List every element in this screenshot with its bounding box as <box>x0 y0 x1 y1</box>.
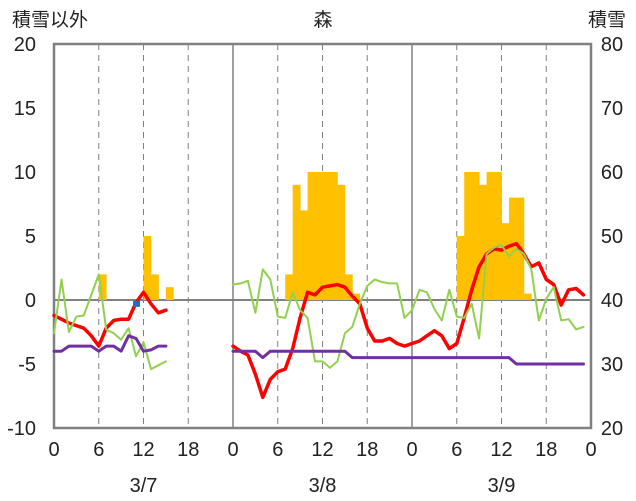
snow-depth-like-line-1 <box>52 334 168 353</box>
x-tick-label: 0 <box>227 439 238 461</box>
x-tick-label: 18 <box>535 439 557 461</box>
right-tick-label: 40 <box>601 290 623 312</box>
precip-bar <box>523 293 532 300</box>
precip-bars-layer <box>98 172 532 300</box>
humidity-like-line-2 <box>232 244 585 369</box>
precip-bar <box>98 274 107 300</box>
precip-bar <box>501 223 510 300</box>
precip-bar <box>322 172 331 300</box>
left-tick-label: 15 <box>14 98 36 120</box>
precip-bar <box>464 172 473 300</box>
date-label: 3/9 <box>488 475 516 497</box>
precip-bar <box>150 274 159 300</box>
x-tick-label: 0 <box>406 439 417 461</box>
snow-depth-like-line-2 <box>231 349 585 366</box>
date-label: 3/7 <box>130 475 158 497</box>
x-tick-label: 18 <box>177 439 199 461</box>
precip-bar <box>479 184 487 300</box>
x-tick-label: 6 <box>451 439 462 461</box>
plot-border <box>52 42 593 430</box>
chart-title: 森 <box>313 9 332 31</box>
precip-bar <box>143 236 152 300</box>
left-tick-label: -10 <box>7 418 36 440</box>
right-tick-label: 20 <box>601 418 623 440</box>
x-tick-label: 12 <box>132 439 154 461</box>
precip-bar <box>456 236 465 300</box>
x-tick-label: 6 <box>93 439 104 461</box>
date-label: 3/8 <box>309 475 337 497</box>
x-tick-label: 18 <box>356 439 378 461</box>
right-axis-title: 積雪 <box>588 9 626 31</box>
right-tick-label: 80 <box>601 34 623 56</box>
right-tick-label: 30 <box>601 354 623 376</box>
precip-bar <box>486 172 495 300</box>
precip-bar <box>494 172 502 300</box>
precip-bar <box>337 184 346 300</box>
left-tick-label: -5 <box>18 354 36 376</box>
left-axis-title: 積雪以外 <box>12 9 88 31</box>
x-tick-label: 0 <box>48 439 59 461</box>
precip-bar <box>165 287 174 300</box>
x-tick-label: 12 <box>490 439 512 461</box>
precip-bar <box>508 197 517 300</box>
x-tick-label: 6 <box>272 439 283 461</box>
left-tick-label: 0 <box>25 290 36 312</box>
x-tick-label: 12 <box>311 439 333 461</box>
humidity-like-line-1 <box>53 273 167 371</box>
x-tick-label: 0 <box>585 439 596 461</box>
left-tick-label: 10 <box>14 162 36 184</box>
precip-bar <box>307 172 316 300</box>
precip-bar <box>329 172 338 300</box>
precip-bar <box>344 274 353 300</box>
right-tick-label: 60 <box>601 162 623 184</box>
right-tick-label: 70 <box>601 98 623 120</box>
precip-bar <box>315 172 323 300</box>
series-lines-layer <box>52 241 586 400</box>
left-tick-label: 20 <box>14 34 36 56</box>
precip-bar <box>471 172 480 300</box>
right-tick-label: 50 <box>601 226 623 248</box>
precip-bar <box>285 274 294 300</box>
precip-bar <box>300 210 308 300</box>
left-tick-label: 5 <box>25 226 36 248</box>
precip-bar <box>292 184 301 300</box>
precip-bar <box>352 293 361 300</box>
blue-marker <box>133 300 141 307</box>
